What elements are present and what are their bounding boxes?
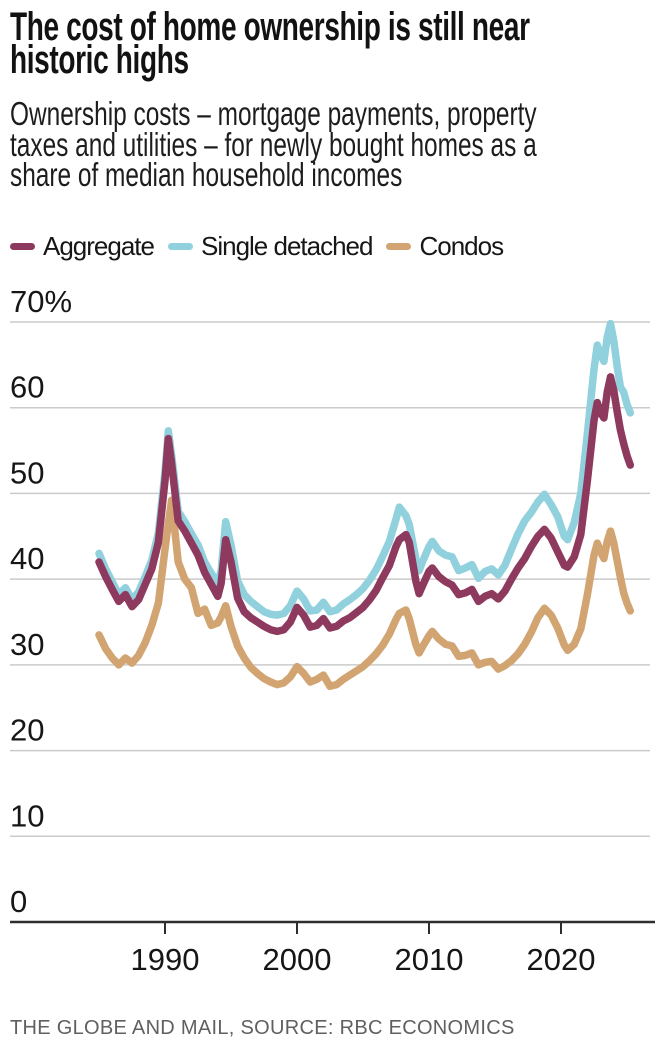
chart-subtitle: Ownership costs – mortgage payments, pro… [10, 95, 660, 193]
legend-item-aggregate: Aggregate [10, 231, 155, 262]
chart-subtitle-line-1: Ownership costs – mortgage payments, pro… [10, 95, 537, 132]
legend-label-condos: Condos [419, 231, 504, 261]
y-tick-label: 0 [10, 884, 27, 919]
chart-title-line-2: historic highs [10, 38, 189, 82]
source-credit: THE GLOBE AND MAIL, SOURCE: RBC ECONOMIC… [10, 1017, 515, 1039]
legend-item-single-detached: Single detached [167, 231, 373, 262]
chart-subtitle-line-3: share of median household incomes [10, 156, 403, 193]
series-line-aggregate [95, 373, 635, 636]
legend-item-condos: Condos [386, 231, 504, 262]
x-tick-label: 1990 [131, 942, 200, 977]
legend-label-aggregate: Aggregate [43, 231, 155, 261]
chart-subtitle-line-2: taxes and utilities – for newly bought h… [10, 125, 537, 163]
legend-swatch-single-detached [167, 243, 193, 250]
legend-swatch-condos [386, 243, 412, 250]
chart-legend: Aggregate Single detached Condos [10, 231, 504, 262]
series-line-condos [95, 496, 635, 691]
series-line-single-detached [95, 319, 635, 619]
legend-swatch-aggregate [10, 243, 35, 250]
y-tick-label: 50 [10, 455, 44, 490]
y-tick-label: 30 [10, 627, 44, 662]
y-tick-label: 70% [10, 284, 72, 319]
legend-label-single-detached: Single detached [200, 231, 373, 261]
y-tick-label: 20 [10, 713, 44, 748]
y-tick-label: 40 [10, 541, 44, 576]
chart-title: The cost of home ownership is still near… [10, 5, 660, 82]
x-tick-label: 2020 [527, 942, 596, 977]
y-tick-label: 10 [10, 798, 44, 833]
x-tick-label: 2000 [263, 942, 332, 977]
chart-title-line-1: The cost of home ownership is still near [10, 5, 530, 49]
y-tick-label: 60 [10, 370, 44, 405]
x-tick-label: 2010 [395, 942, 464, 977]
